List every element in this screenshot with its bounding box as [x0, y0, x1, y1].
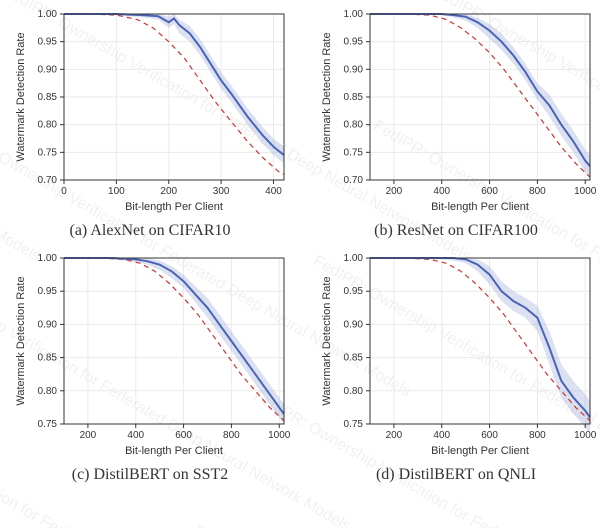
- panel-a: 0 100 200 300 400 0.70 0.75 0.80 0.85 0.90 0.95 1.0…: [0, 6, 300, 216]
- caption-a: (a) AlexNet on CIFAR10: [0, 216, 300, 250]
- svg-text:0.85: 0.85: [38, 353, 58, 364]
- panel-b: 200 400 600 800 1000 0.70 0.75 0.80 0.85 0.90 0.95…: [306, 6, 600, 216]
- svg-text:0.70: 0.70: [38, 175, 58, 186]
- svg-text:1.00: 1.00: [344, 253, 364, 264]
- panel-c: 200 400 600 800 1000 0.75 0.80 0.85 0.90 0.95 1.00…: [0, 250, 300, 460]
- svg-text:800: 800: [223, 430, 240, 441]
- svg-text:0.90: 0.90: [344, 319, 364, 330]
- svg-text:800: 800: [529, 430, 546, 441]
- svg-text:1.00: 1.00: [344, 9, 364, 20]
- svg-text:Bit-length Per Client: Bit-length Per Client: [431, 445, 529, 457]
- svg-text:1000: 1000: [574, 186, 597, 197]
- svg-text:400: 400: [127, 430, 144, 441]
- svg-text:1000: 1000: [268, 430, 291, 441]
- svg-text:600: 600: [481, 430, 498, 441]
- svg-text:0.75: 0.75: [38, 147, 58, 158]
- svg-text:100: 100: [108, 186, 125, 197]
- svg-text:0.95: 0.95: [344, 37, 364, 48]
- svg-text:200: 200: [80, 430, 97, 441]
- svg-text:200: 200: [386, 186, 403, 197]
- svg-text:800: 800: [529, 186, 546, 197]
- svg-text:0.80: 0.80: [38, 120, 58, 131]
- svg-text:400: 400: [265, 186, 282, 197]
- caption-b: (b) ResNet on CIFAR100: [306, 216, 600, 250]
- caption-c: (c) DistilBERT on SST2: [0, 460, 300, 494]
- svg-text:200: 200: [160, 186, 177, 197]
- svg-text:400: 400: [433, 186, 450, 197]
- svg-text:Bit-length Per Client: Bit-length Per Client: [431, 201, 529, 213]
- svg-text:0.80: 0.80: [344, 386, 364, 397]
- svg-text:600: 600: [481, 186, 498, 197]
- svg-text:0.95: 0.95: [344, 286, 364, 297]
- svg-text:0.95: 0.95: [38, 37, 58, 48]
- chart-b: 200 400 600 800 1000 0.70 0.75 0.80 0.85 0.90 0.95…: [314, 6, 598, 216]
- svg-text:200: 200: [386, 430, 403, 441]
- svg-text:0.90: 0.90: [344, 64, 364, 75]
- svg-text:Watermark Detection Rate: Watermark Detection Rate: [321, 276, 333, 405]
- svg-text:0.90: 0.90: [38, 319, 58, 330]
- svg-text:0.85: 0.85: [344, 92, 364, 103]
- svg-text:0.85: 0.85: [38, 92, 58, 103]
- svg-text:1000: 1000: [574, 430, 597, 441]
- svg-text:0.80: 0.80: [344, 120, 364, 131]
- svg-text:Watermark Detection Rate: Watermark Detection Rate: [15, 276, 27, 405]
- svg-text:0.75: 0.75: [344, 419, 364, 430]
- svg-text:0.95: 0.95: [38, 286, 58, 297]
- svg-text:0.75: 0.75: [344, 147, 364, 158]
- caption-d: (d) DistilBERT on QNLI: [306, 460, 600, 494]
- svg-text:0.85: 0.85: [344, 353, 364, 364]
- panel-d: 200 400 600 800 1000 0.75 0.80 0.85 0.90 0.95 1.00…: [306, 250, 600, 460]
- svg-text:1.00: 1.00: [38, 253, 58, 264]
- svg-text:Bit-length Per Client: Bit-length Per Client: [125, 445, 223, 457]
- svg-text:0.80: 0.80: [38, 386, 58, 397]
- svg-text:400: 400: [433, 430, 450, 441]
- svg-text:Bit-length Per Client: Bit-length Per Client: [125, 201, 223, 213]
- svg-text:Watermark Detection Rate: Watermark Detection Rate: [321, 32, 333, 161]
- chart-d: 200 400 600 800 1000 0.75 0.80 0.85 0.90 0.95 1.00…: [314, 250, 598, 460]
- svg-text:600: 600: [175, 430, 192, 441]
- svg-text:0.75: 0.75: [38, 419, 58, 430]
- figure-grid: 0 100 200 300 400 0.70 0.75 0.80 0.85 0.90 0.95 1.0…: [0, 6, 600, 494]
- svg-text:0.90: 0.90: [38, 64, 58, 75]
- chart-a: 0 100 200 300 400 0.70 0.75 0.80 0.85 0.90 0.95 1.0…: [8, 6, 292, 216]
- chart-c: 200 400 600 800 1000 0.75 0.80 0.85 0.90 0.95 1.00…: [8, 250, 292, 460]
- svg-text:0: 0: [61, 186, 67, 197]
- svg-text:Watermark Detection Rate: Watermark Detection Rate: [15, 32, 27, 161]
- svg-text:0.70: 0.70: [344, 175, 364, 186]
- svg-text:1.00: 1.00: [38, 9, 58, 20]
- svg-text:300: 300: [213, 186, 230, 197]
